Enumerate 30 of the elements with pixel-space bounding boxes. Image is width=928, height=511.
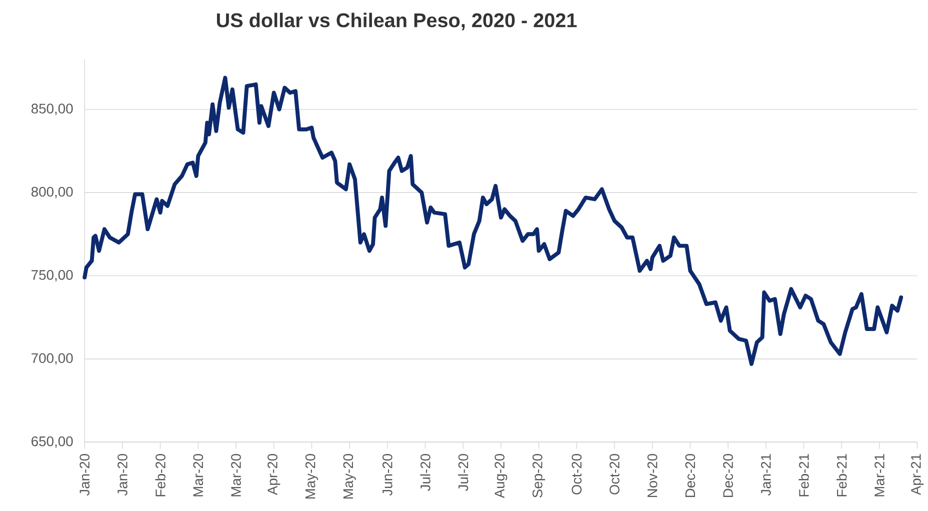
y-tick-label: 700,00: [32, 353, 73, 365]
x-tick-label: Jan-21: [761, 454, 771, 496]
x-tick-label: Apr-20: [268, 454, 280, 496]
y-tick-label: 750,00: [32, 270, 73, 282]
chart-title: US dollar vs Chilean Peso, 2020 - 2021: [216, 12, 577, 30]
x-tick-label: Jan-20: [80, 454, 90, 496]
x-tick-label: Dec-20: [723, 454, 733, 498]
x-tick-label: Oct-20: [610, 454, 620, 495]
x-tick-label: Mar-20: [231, 454, 241, 496]
x-tick-label: Apr-21: [911, 454, 924, 496]
x-tick-label: Feb-21: [836, 454, 847, 496]
x-tick-label: Mar-20: [193, 454, 204, 496]
x-tick-label: Sep-20: [532, 454, 546, 498]
x-tick-label: May-20: [343, 454, 356, 499]
x-tick-label: Jun-20: [382, 454, 392, 496]
line-series: [82, 76, 904, 366]
x-tick-label: Oct-20: [572, 454, 582, 495]
y-tick-label: 800,00: [31, 187, 73, 199]
x-tick-label: Nov-20: [647, 454, 658, 498]
x-tick-label: Jul-20: [420, 454, 430, 492]
x-tick-label: Feb-21: [798, 454, 809, 496]
x-tick-label: Jan-20: [118, 454, 128, 496]
x-tick-label: Mar-21: [874, 454, 884, 496]
x-tick-label: Feb-20: [155, 454, 166, 496]
y-tick-label: 650,00: [32, 436, 73, 448]
x-tick-label: Dec-20: [685, 454, 696, 498]
x-tick-label: Aug-20: [494, 454, 508, 498]
x-tick-label: Jul-20: [458, 454, 468, 492]
y-tick-label: 850,00: [31, 104, 73, 116]
x-tick-label: May-20: [305, 454, 318, 499]
